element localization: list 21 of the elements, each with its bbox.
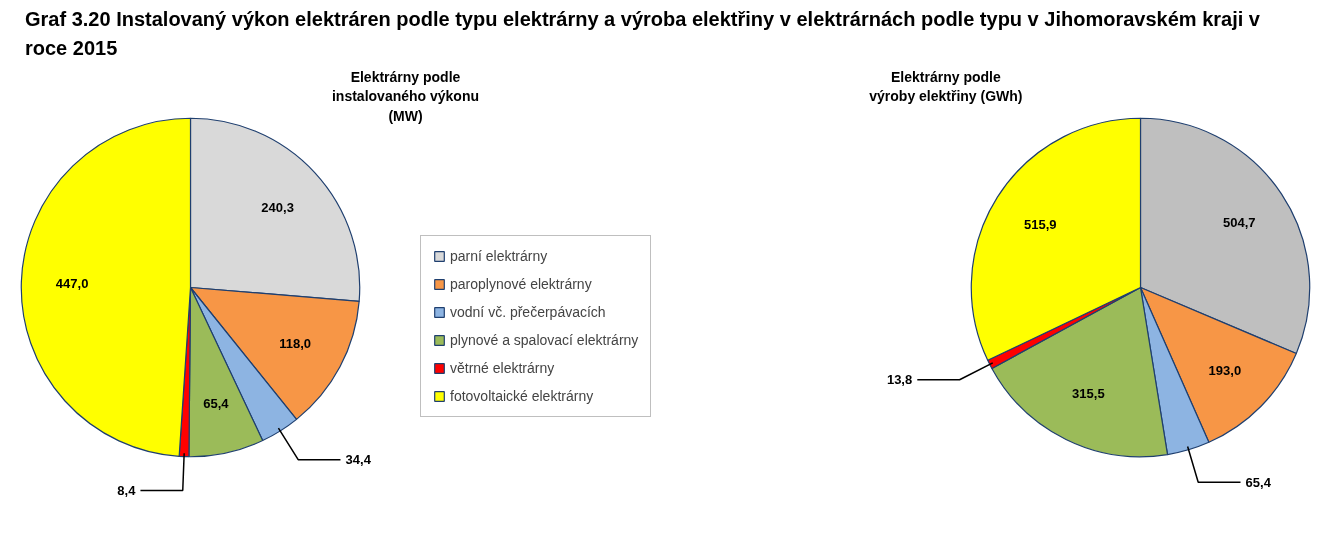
legend-label: parní elektrárny <box>450 248 548 265</box>
data-label: 240,3 <box>261 199 294 215</box>
data-label: 447,0 <box>55 276 89 292</box>
legend-label: plynové a spalovací elektrárny <box>450 332 639 349</box>
chart-subtitle: Elektrárny podle instalovaného výkonu (MW) <box>331 69 480 124</box>
legend-label: fotovoltaické elektrárny <box>450 388 594 405</box>
data-label: 504,7 <box>1223 214 1256 230</box>
legend-label: větrné elektrárny <box>450 360 555 377</box>
data-label: 13,8 <box>886 372 913 388</box>
data-label: 315,5 <box>1072 386 1105 402</box>
data-label: 65,4 <box>203 395 230 411</box>
chart-title: Graf 3.20 Instalovaný výkon elektráren podle typu elektrárny a výroba elektřiny v elektrárnách podle typu v Jihomoravském kraji v roce 2015 <box>25 7 1261 61</box>
data-label: 118,0 <box>279 335 312 351</box>
data-label: 8,4 <box>117 483 137 499</box>
legend-label: vodní vč. přečerpávacích <box>450 304 606 321</box>
data-label: 65,4 <box>1245 474 1272 490</box>
legend-label: paroplynové elektrárny <box>450 276 592 293</box>
data-label: 193,0 <box>1208 363 1242 379</box>
data-label: 34,4 <box>345 452 372 468</box>
chart-subtitle: Elektrárny podle výroby elektřiny (GWh) <box>869 69 1023 105</box>
data-label: 515,9 <box>1024 216 1057 232</box>
